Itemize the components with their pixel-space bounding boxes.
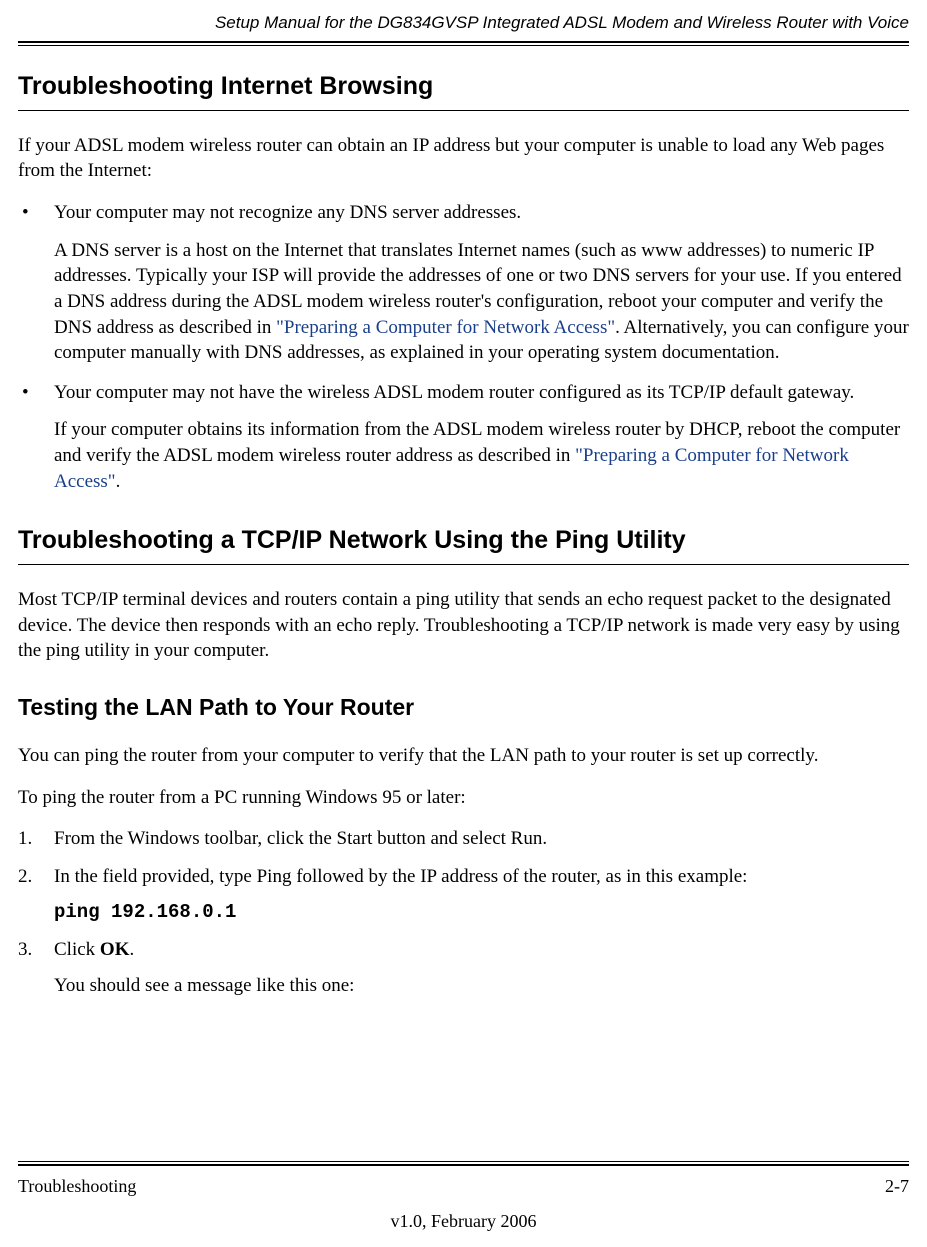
section2-intro: Most TCP/IP terminal devices and routers…: [18, 587, 909, 664]
step-3-a: Click: [54, 939, 100, 960]
footer-rule-thick: [18, 1164, 909, 1166]
steps-list: From the Windows toolbar, click the Star…: [18, 826, 909, 998]
footer-rule-thin: [18, 1161, 909, 1162]
section3-lead: To ping the router from a PC running Win…: [18, 785, 909, 811]
section3-intro: You can ping the router from your comput…: [18, 743, 909, 769]
page-footer: Troubleshooting 2-7 v1.0, February 2006: [18, 1161, 909, 1233]
bullet-dns-body: A DNS server is a host on the Internet t…: [54, 238, 909, 366]
footer-version: v1.0, February 2006: [18, 1209, 909, 1233]
bullet-dns-lead: Your computer may not recognize any DNS …: [54, 202, 521, 223]
step-3-ok: OK: [100, 939, 130, 960]
step-3-follow: You should see a message like this one:: [54, 973, 909, 999]
bullet-gateway-body-b: .: [116, 471, 121, 492]
step-1: From the Windows toolbar, click the Star…: [18, 826, 909, 852]
bullet-gateway-body: If your computer obtains its information…: [54, 417, 909, 494]
link-preparing-computer-1[interactable]: "Preparing a Computer for Network Access…: [276, 317, 615, 338]
step-1-text: From the Windows toolbar, click the Star…: [54, 828, 547, 849]
heading-troubleshooting-internet-browsing: Troubleshooting Internet Browsing: [18, 70, 909, 111]
heading-troubleshooting-tcpip-ping: Troubleshooting a TCP/IP Network Using t…: [18, 524, 909, 565]
section1-intro: If your ADSL modem wireless router can o…: [18, 133, 909, 184]
footer-page-number: 2-7: [885, 1174, 909, 1198]
heading-testing-lan-path: Testing the LAN Path to Your Router: [18, 692, 909, 723]
bullet-dns: Your computer may not recognize any DNS …: [18, 200, 909, 366]
bullet-gateway: Your computer may not have the wireless …: [18, 380, 909, 495]
step-2-text: In the field provided, type Ping followe…: [54, 866, 747, 887]
step-2-command: ping 192.168.0.1: [54, 900, 909, 926]
step-2: In the field provided, type Ping followe…: [18, 864, 909, 925]
step-3: Click OK. You should see a message like …: [18, 937, 909, 998]
page-content: Troubleshooting Internet Browsing If you…: [18, 46, 909, 999]
step-3-c: .: [129, 939, 134, 960]
bullet-gateway-lead: Your computer may not have the wireless …: [54, 382, 854, 403]
section1-bullet-list: Your computer may not recognize any DNS …: [18, 200, 909, 494]
header-rule-thick: [18, 41, 909, 43]
footer-section-name: Troubleshooting: [18, 1174, 136, 1198]
header-manual-title: Setup Manual for the DG834GVSP Integrate…: [18, 12, 909, 41]
